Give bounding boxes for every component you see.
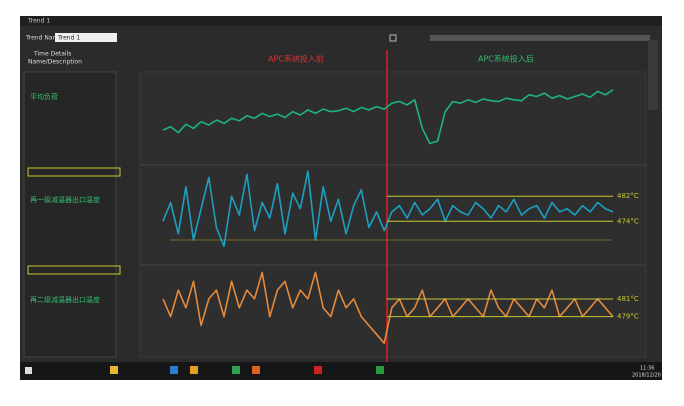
trend-name-label: Trend Name [25,35,62,42]
app-icon[interactable] [314,366,322,374]
pen-name: 再一级减温器出口温度 [30,195,100,204]
trend-name-input[interactable] [55,33,117,42]
app-icon[interactable] [252,366,260,374]
app-icon[interactable] [376,366,384,374]
app-icon[interactable] [232,366,240,374]
plot-area [139,71,647,358]
app-icon[interactable] [170,366,178,374]
toolbar-icons [389,34,650,42]
reference-label: 474°C [617,217,639,225]
side-tabs[interactable] [648,40,658,110]
pen-selector[interactable] [27,265,121,275]
trend-line [162,271,614,345]
reference-label: 481°C [617,295,639,303]
title-bar [20,16,662,26]
pen-name: 再二级减温器出口温度 [30,295,100,304]
app-icon[interactable] [110,366,118,374]
trend-name-value: Trend 1 [57,35,80,42]
pen-name: 平均负荷 [30,92,58,101]
time-details: Time Details [33,51,71,58]
icon[interactable] [389,34,397,42]
icon-strip[interactable] [430,35,650,41]
app-icon[interactable] [190,366,198,374]
trend-line [162,89,614,145]
clock-time: 11:36 [640,366,654,372]
annotation-after: APC系统投入后 [478,54,534,64]
reference-label: 482°C [617,192,639,200]
annotation-before: APC系统投入前 [268,54,324,64]
pen-list [23,71,117,358]
reference-label: 479°C [617,313,639,321]
window-title: Trend 1 [27,18,50,25]
name-description: Name/Description [28,59,82,66]
taskbar-icons [25,366,384,374]
taskbar [20,362,662,380]
start-button[interactable] [25,367,32,374]
pen-selector[interactable] [27,167,121,177]
clock-date: 2018/12/20 [632,373,661,379]
